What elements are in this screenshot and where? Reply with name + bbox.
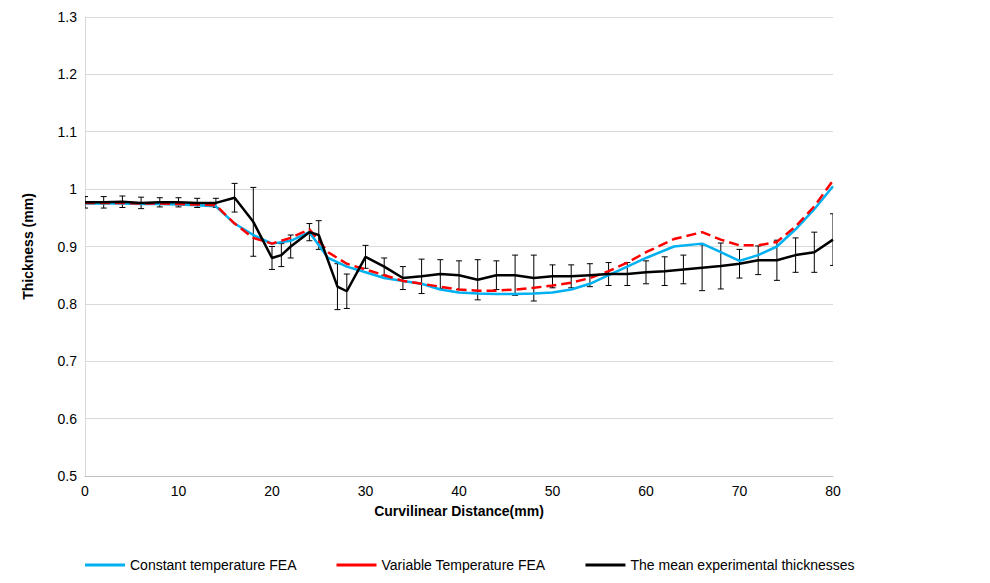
svg-text:Curvilinear Distance(mm): Curvilinear Distance(mm) [374,503,544,519]
svg-text:10: 10 [171,483,187,499]
svg-text:70: 70 [732,483,748,499]
svg-text:0.6: 0.6 [58,411,78,427]
svg-text:0.9: 0.9 [58,239,78,255]
svg-text:0.5: 0.5 [58,468,78,484]
svg-text:80: 80 [825,483,841,499]
svg-text:50: 50 [545,483,561,499]
svg-text:60: 60 [638,483,654,499]
svg-text:0.7: 0.7 [58,353,78,369]
svg-text:0: 0 [81,483,89,499]
svg-text:20: 20 [264,483,280,499]
svg-text:40: 40 [451,483,467,499]
svg-text:Constant temperature FEA: Constant temperature FEA [130,557,297,573]
svg-text:1: 1 [69,181,77,197]
svg-text:Thickness (mm): Thickness (mm) [20,193,36,300]
svg-text:30: 30 [358,483,374,499]
svg-text:1.1: 1.1 [58,124,78,140]
svg-text:1.2: 1.2 [58,66,78,82]
svg-text:0.8: 0.8 [58,296,78,312]
svg-text:1.3: 1.3 [58,9,78,25]
svg-text:Variable Temperature FEA: Variable Temperature FEA [382,557,546,573]
svg-text:The mean experimental thicknes: The mean experimental thicknesses [630,557,854,573]
